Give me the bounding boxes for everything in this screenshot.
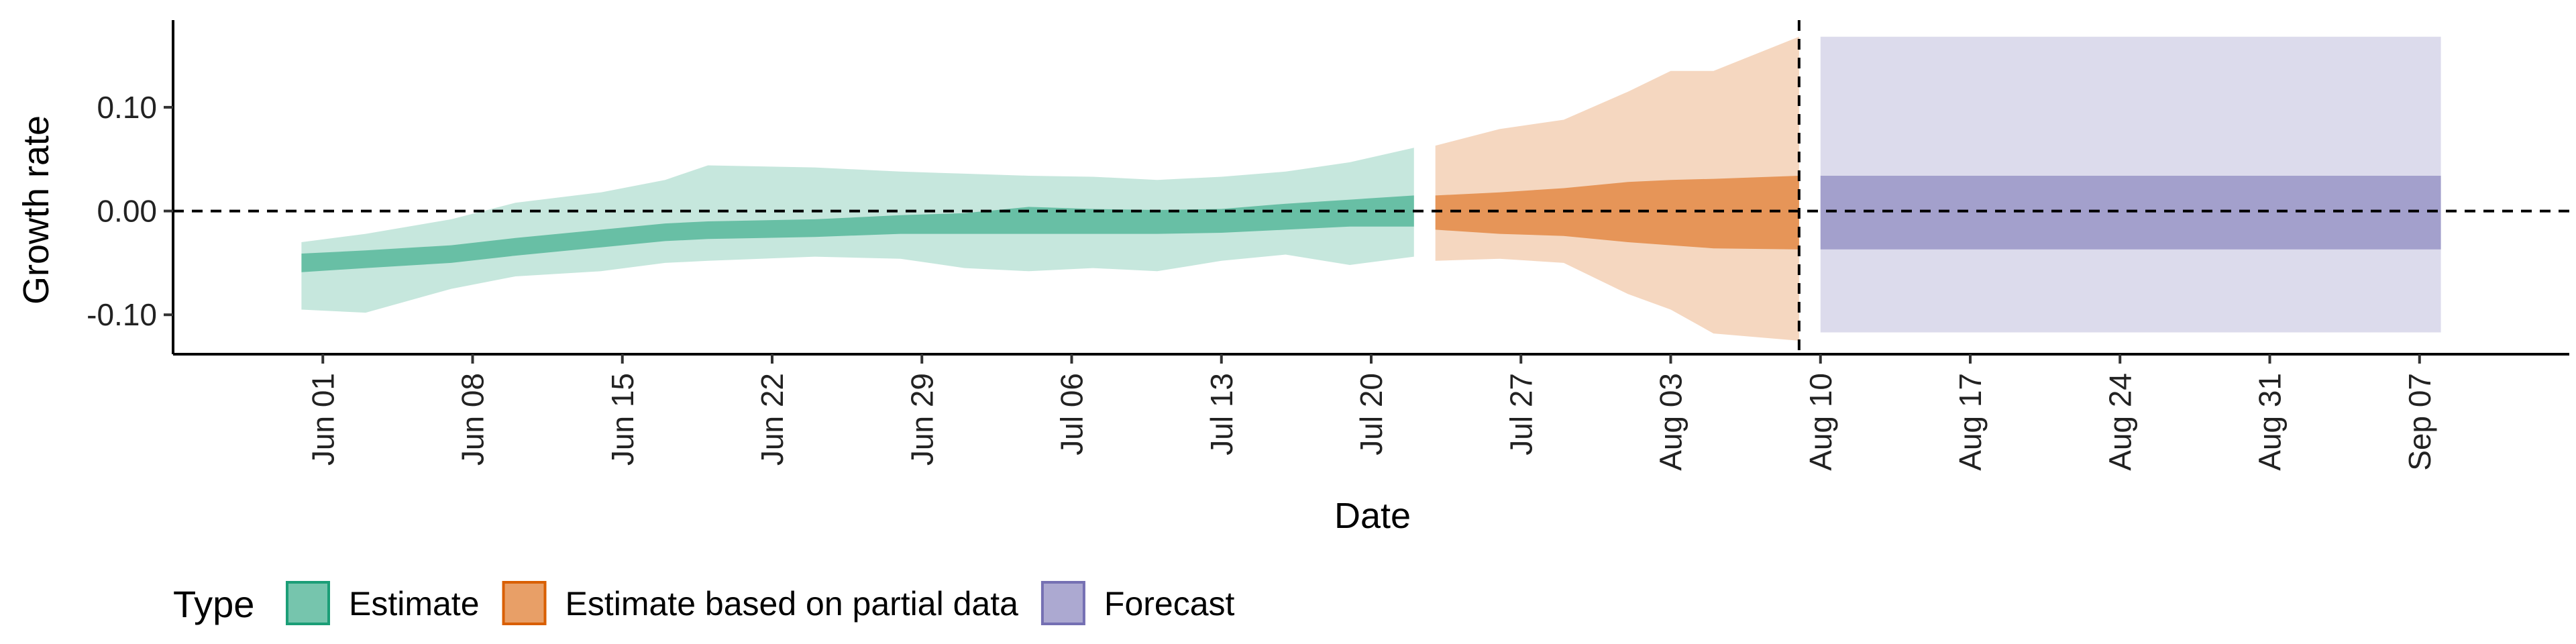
x-tick-label: Jun 01 xyxy=(305,373,340,466)
x-tick-label: Jun 29 xyxy=(904,373,939,466)
series-bands xyxy=(301,36,2441,341)
y-axis-ticks: 0.10 0.00 -0.10 xyxy=(87,90,173,332)
forecast-50-interval-band xyxy=(1820,176,2441,250)
x-tick-label: Aug 10 xyxy=(1803,373,1838,471)
legend-title: Type xyxy=(173,583,254,625)
reference-lines xyxy=(173,20,2569,354)
legend-label-estimate: Estimate xyxy=(349,585,480,623)
x-tick-label: Jul 27 xyxy=(1503,373,1538,455)
legend-key-estimate xyxy=(286,581,330,625)
legend-entries: Estimate Estimate based on partial data Fo… xyxy=(286,581,1235,625)
x-tick-label: Jul 13 xyxy=(1204,373,1239,455)
y-tick-label: -0.10 xyxy=(87,297,157,332)
y-axis-title: Growth rate xyxy=(16,115,56,305)
x-tick-label: Jun 15 xyxy=(605,373,640,466)
x-tick-label: Jul 20 xyxy=(1354,373,1389,455)
x-tick-label: Jun 22 xyxy=(755,373,790,466)
y-tick-label: 0.00 xyxy=(97,194,157,229)
legend-label-estimate-based-on-partial-data: Estimate based on partial data xyxy=(566,585,1019,623)
estimate-50-interval-band xyxy=(301,195,1414,272)
legend: Type Estimate Estimate based on partial d… xyxy=(173,581,1235,625)
x-axis-ticks: Jun 01 Jun 08 Jun 15 Jun 22 Jun 29 Jul 06 Jul … xyxy=(305,354,2437,471)
estimate-based-on-partial-data-50-interval-band xyxy=(1435,176,1799,250)
legend-key-forecast xyxy=(1040,581,1085,625)
x-tick-label: Aug 17 xyxy=(1953,373,1988,471)
x-tick-label: Sep 07 xyxy=(2402,373,2437,471)
x-tick-label: Jul 06 xyxy=(1055,373,1089,455)
x-tick-label: Aug 24 xyxy=(2102,373,2137,471)
legend-label-forecast: Forecast xyxy=(1104,585,1235,623)
x-tick-label: Aug 03 xyxy=(1654,373,1688,471)
x-tick-label: Aug 31 xyxy=(2253,373,2288,471)
x-tick-label: Jun 08 xyxy=(455,373,490,466)
y-tick-label: 0.10 xyxy=(97,90,157,125)
x-axis-title: Date xyxy=(1334,496,1411,536)
legend-key-estimate-based-on-partial-data xyxy=(502,581,547,625)
